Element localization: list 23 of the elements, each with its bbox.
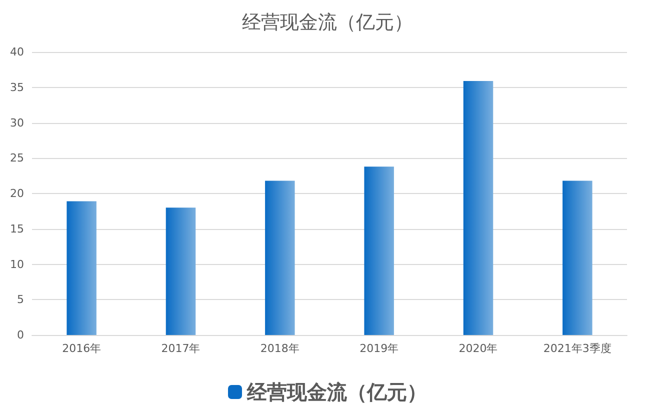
y-tick-label: 35 [10, 80, 24, 94]
y-tick-label: 25 [10, 152, 24, 165]
y-tick-label: 0 [17, 328, 24, 342]
y-tick-label: 40 [10, 46, 24, 58]
x-tick-label: 2016年 [62, 342, 102, 355]
bar [66, 201, 96, 335]
y-tick-label: 30 [10, 116, 24, 130]
x-tick-label: 2019年 [360, 342, 399, 355]
chart-title: 经营现金流（亿元） [242, 12, 413, 34]
bar [265, 180, 295, 335]
bar [562, 180, 592, 335]
bar [364, 166, 394, 335]
bar [463, 81, 494, 335]
x-tick-label: 2018年 [260, 342, 300, 355]
y-tick-label: 5 [17, 293, 24, 306]
y-tick-label: 20 [10, 187, 24, 200]
x-tick-label: 2020年 [458, 342, 498, 355]
legend-label: 经营现金流（亿元） [246, 380, 427, 404]
y-tick-label: 15 [10, 222, 24, 236]
bar [166, 208, 196, 335]
y-tick-label: 10 [10, 258, 24, 271]
x-tick-label: 2021年3季度 [543, 342, 612, 355]
x-tick-label: 2017年 [161, 342, 200, 355]
